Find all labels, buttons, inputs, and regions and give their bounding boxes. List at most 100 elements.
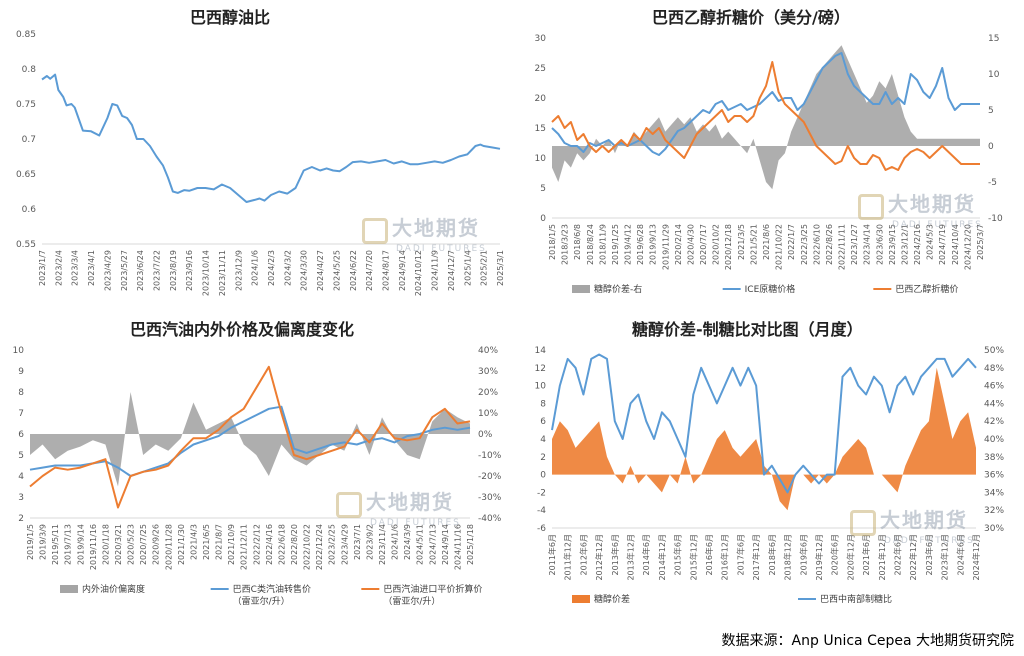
x-tick-label: 2013年12月	[626, 534, 636, 581]
x-tick-label: 2018/11/9	[598, 224, 607, 265]
chart-3-svg: 2 3 4 5 6 7 8 9 10 -40% -30% -20% -10% 0% 10% 20% 30% 40%…	[13, 346, 502, 607]
y2-tick-label: -5	[988, 178, 997, 188]
x-tick-label: 2024/2/3	[267, 250, 276, 286]
x-tick-label: 2021年12月	[877, 534, 887, 581]
x-tick-label: 2023/11/4	[378, 524, 387, 565]
y-tick-label: 10	[535, 154, 547, 164]
y2-tick-label: 32%	[984, 506, 1004, 516]
x-tick-label: 2021/10/22	[775, 224, 784, 270]
y2-tick-label: 30%	[984, 524, 1004, 534]
y-tick-label: 8	[18, 388, 24, 398]
x-tick-label: 2023/4/29	[340, 524, 349, 565]
x-tick-label: 2021/1/30	[177, 524, 186, 565]
y-tick-label: 0.85	[16, 30, 36, 40]
x-tick-label: 2012年12月	[594, 534, 604, 581]
x-tick-label: 2018/3/23	[561, 224, 570, 265]
chart-1-svg: 0.55 0.6 0.65 0.7 0.75 0.8 0.85 2023/1/7 2023/2/…	[16, 30, 505, 296]
y2-tick-label: 15	[988, 34, 999, 44]
x-tick-label: 2024/5/3	[926, 224, 935, 260]
x-tick-label: 2023/4/29	[103, 250, 112, 291]
x-tick-label: 2024/9/14	[441, 524, 450, 565]
legend-label: 巴西乙醇折糖价	[895, 283, 958, 295]
x-tick-label: 2024/7/19	[938, 224, 947, 265]
y-tick-label: 8	[540, 399, 546, 409]
y-tick-label: 5	[18, 451, 24, 461]
x-tick-label: 2021/5/21	[749, 224, 758, 265]
y2-tick-label: -30%	[478, 493, 502, 503]
y-tick-label: 30	[535, 34, 547, 44]
x-tick-label: 2014年6月	[641, 534, 651, 575]
x-tick-label: 2024/3/9	[403, 524, 412, 560]
y2-tick-label: -10	[988, 214, 1003, 224]
chart-panel-2: 巴西乙醇折糖价（美分/磅） 0 5 10 15 20 25 30 -10 -5 0 5 10 15 201…	[512, 0, 1024, 310]
x-tick-label: 2023/4/1	[87, 250, 96, 286]
y-tick-label: 20	[535, 94, 547, 104]
y2-tick-label: 10%	[478, 409, 498, 419]
x-tick-label: 2019/11/29	[661, 224, 670, 270]
series-line-2	[551, 61, 980, 171]
x-tick-label: 2023/4/14	[863, 224, 872, 265]
y-tick-label: 25	[535, 64, 546, 74]
y2-tick-label: 42%	[984, 417, 1004, 427]
x-tick-label: 2024年12月	[971, 534, 981, 581]
series-area-0	[552, 367, 976, 511]
y-tick-label: -6	[537, 524, 546, 534]
x-tick-label: 2022/8/20	[290, 524, 299, 565]
y2-tick-label: 38%	[984, 453, 1004, 463]
x-tick-label: 2018年6月	[767, 534, 777, 575]
y-tick-label: 2	[540, 453, 546, 463]
x-tick-label: 2022/10/22	[303, 524, 312, 570]
x-tick-label: 2024/7/20	[365, 250, 374, 291]
x-tick-label: 2019/9/14	[76, 524, 85, 565]
x-tick-label: 2024/3/2	[283, 250, 292, 286]
y2-tick-label: 0	[988, 142, 994, 152]
chart-panel-1: 巴西醇油比 0.55 0.6 0.65 0.7 0.75 0.8 0.85 2023/1/7 2…	[0, 0, 512, 310]
legend-label: 内外油价偏离度	[82, 583, 145, 595]
y2-tick-label: 46%	[984, 382, 1004, 392]
x-tick-label: 2025/2/1	[480, 250, 489, 286]
x-tick-label: 2018/8/24	[586, 224, 595, 265]
x-tick-label: 2024/11/9	[431, 250, 440, 291]
x-tick-label: 2022/2/12	[252, 524, 261, 565]
y-tick-label: 0.75	[16, 100, 36, 110]
x-tick-label: 2023/8/19	[169, 250, 178, 291]
x-tick-label: 2023/9/16	[185, 250, 194, 291]
y-tick-label: 5	[540, 184, 546, 194]
y2-tick-label: 34%	[984, 488, 1004, 498]
x-tick-label: 2022年6月	[892, 534, 902, 575]
x-tick-label: 2014年12月	[657, 534, 667, 581]
y2-tick-label: 20%	[478, 388, 498, 398]
y-tick-label: 3	[18, 493, 24, 503]
x-tick-label: 2021/10/9	[227, 524, 236, 565]
x-tick-label: 2019/5/11	[51, 524, 60, 565]
x-tick-label: 2016年12月	[720, 534, 730, 581]
x-tick-label: 2023/2/4	[54, 250, 63, 286]
chart-2-svg: 0 5 10 15 20 25 30 -10 -5 0 5 10 15 2018/1/5 2018/3/23…	[535, 34, 1003, 295]
x-tick-label: 2019年12月	[814, 534, 824, 581]
y-tick-label: 0	[540, 214, 546, 224]
x-tick-label: 2015年6月	[673, 534, 683, 575]
x-tick-label: 2021/8/6	[762, 224, 771, 260]
x-tick-label: 2019/7/13	[64, 524, 73, 565]
series-area-0	[30, 392, 470, 487]
chart-title-1: 巴西醇油比	[190, 8, 271, 27]
y-tick-label: 14	[535, 346, 547, 356]
series-line-1	[551, 353, 977, 494]
x-tick-label: 2022/3/25	[800, 224, 809, 265]
x-tick-label: 2024/10/4	[951, 224, 960, 265]
x-tick-label: 2011年6月	[547, 534, 557, 575]
x-tick-label: 2015年12月	[688, 534, 698, 581]
x-tick-label: 2024/1/6	[251, 250, 260, 286]
x-tick-label: 2023/6/24	[136, 250, 145, 291]
series-area-0	[552, 45, 980, 190]
x-tick-label: 2023/5/27	[120, 250, 129, 291]
x-tick-label: 2023/11/11	[218, 250, 227, 296]
x-tick-label: 2023/12/9	[234, 250, 243, 291]
x-tick-label: 2024/5/25	[332, 250, 341, 291]
x-tick-label: 2021/4/3	[189, 524, 198, 560]
chart-4-svg: -6 -4 -2 0 2 4 6 8 10 12 14 30% 32% 34% 36% 38% 40% 42% 44…	[535, 346, 1005, 605]
x-tick-label: 2022/11/11	[838, 224, 847, 270]
x-tick-label: 2019/1/25	[611, 224, 620, 265]
series-line-1	[29, 405, 471, 477]
x-tick-label: 2023/9/2	[365, 524, 374, 560]
